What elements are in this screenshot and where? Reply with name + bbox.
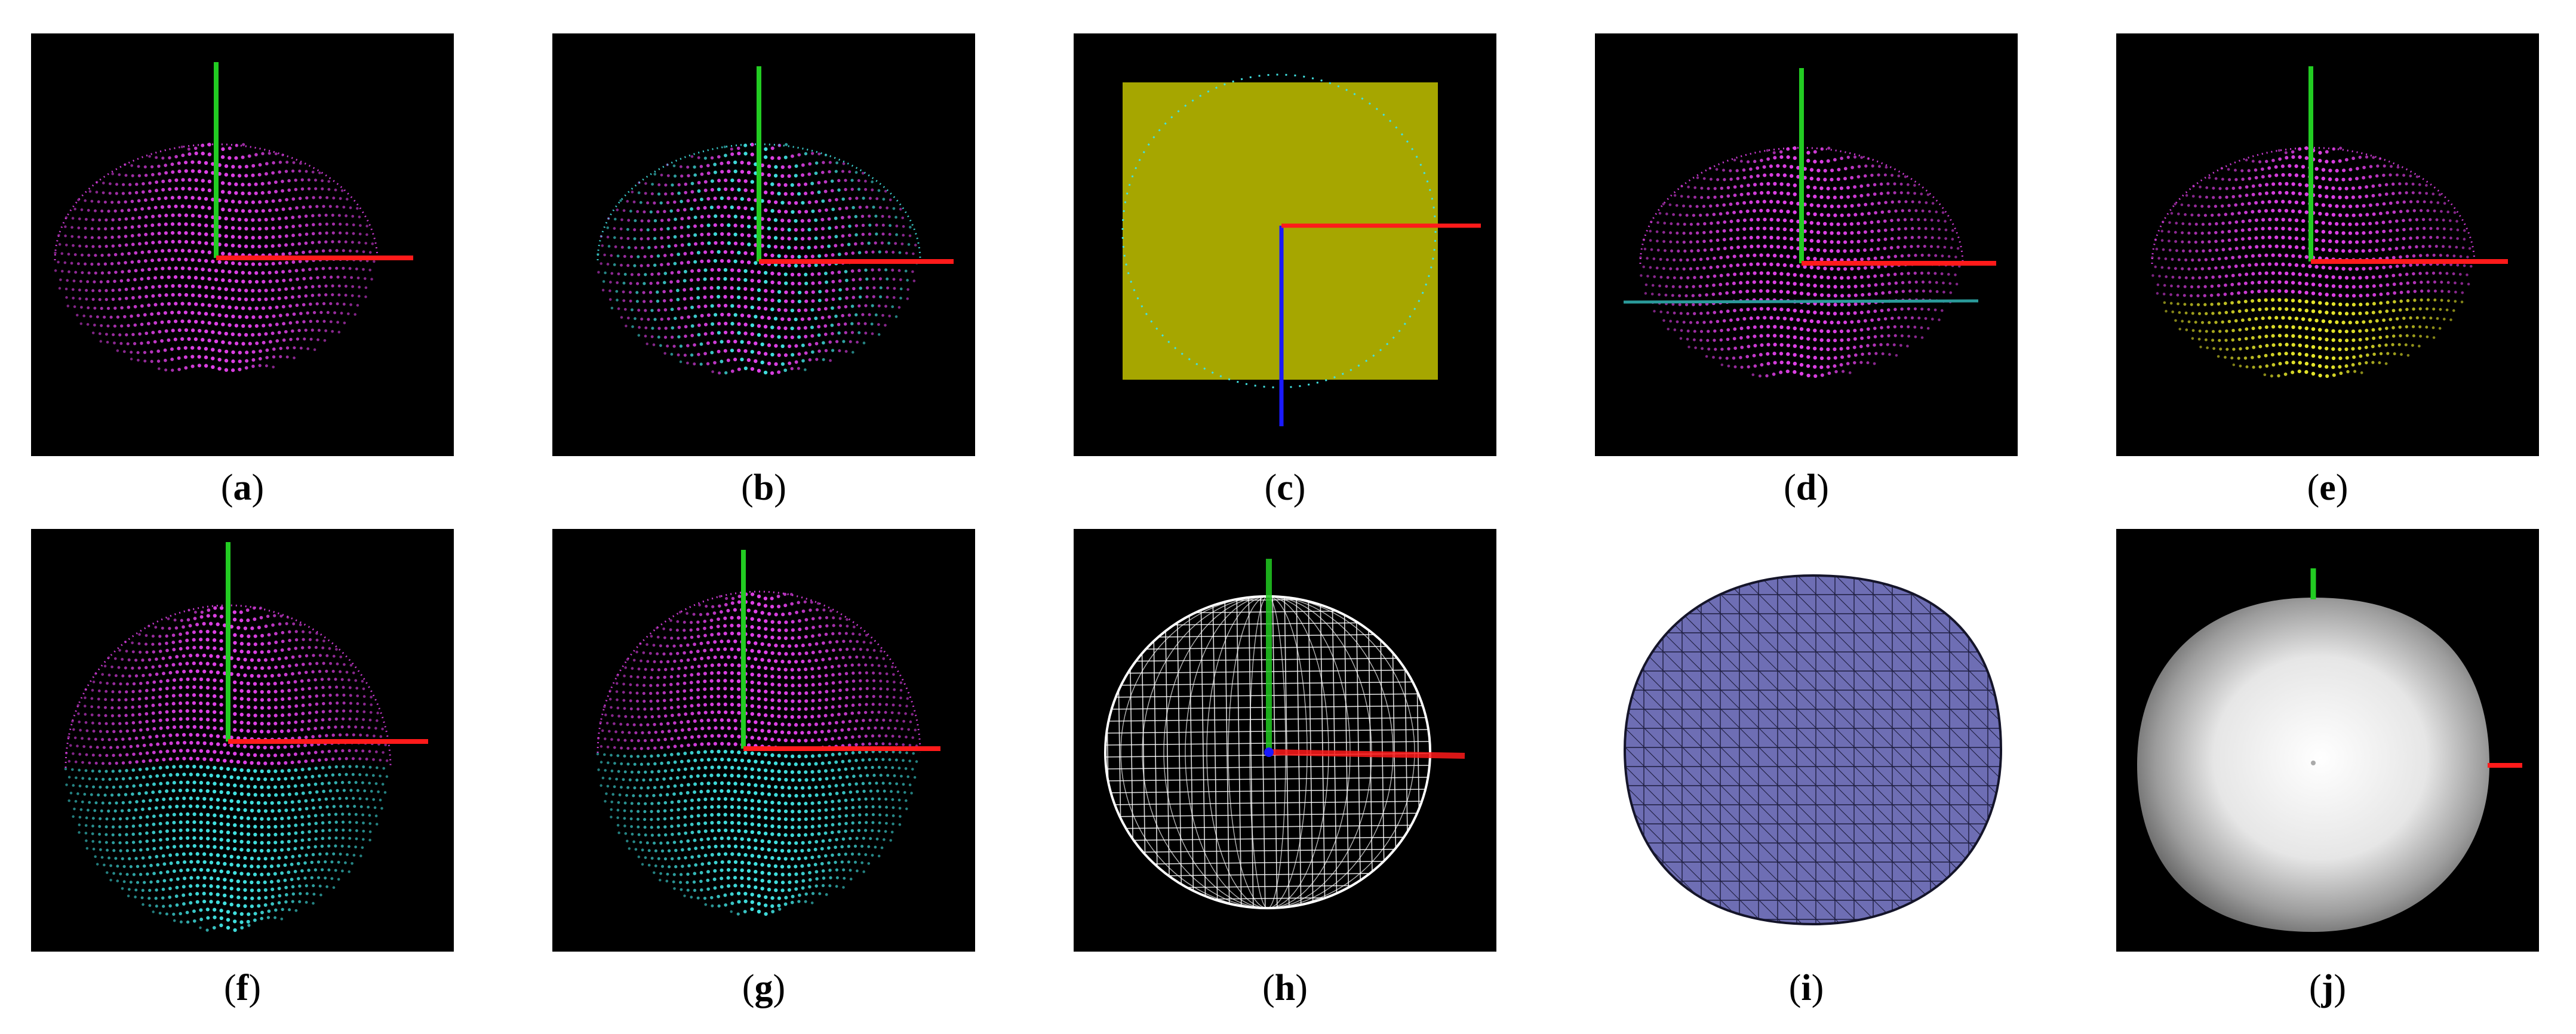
caption-d: (d) bbox=[1784, 467, 1829, 508]
caption-b: (b) bbox=[741, 467, 786, 508]
caption-e: (e) bbox=[2307, 467, 2348, 508]
coordinate-axes bbox=[757, 66, 954, 264]
panel-e bbox=[2116, 33, 2539, 456]
origin-marker bbox=[1264, 747, 1274, 757]
panel-d bbox=[1595, 33, 2018, 456]
caption-c: (c) bbox=[1264, 467, 1306, 508]
caption-h: (h) bbox=[1262, 968, 1308, 1008]
panel-a bbox=[31, 33, 454, 456]
projection-plane bbox=[1121, 73, 1481, 426]
coordinate-axes bbox=[1799, 68, 1996, 266]
panel-h bbox=[1074, 529, 1496, 952]
coordinate-axes bbox=[226, 542, 428, 744]
sphere-point-cloud bbox=[64, 542, 428, 933]
cut-line bbox=[1623, 299, 1979, 304]
point-cloud bbox=[597, 143, 921, 376]
caption-j: (j) bbox=[2309, 968, 2346, 1008]
dome-point-cloud-mixed bbox=[597, 66, 954, 376]
center-marker bbox=[2311, 761, 2316, 765]
coordinate-axes bbox=[2310, 568, 2522, 768]
sphere-point-cloud bbox=[596, 550, 940, 916]
point-cloud bbox=[54, 143, 379, 373]
dome-point-cloud-cut bbox=[1623, 68, 1996, 378]
coordinate-axes bbox=[1279, 223, 1481, 426]
caption-f: (f) bbox=[224, 968, 261, 1008]
triangle-mesh bbox=[1623, 574, 2003, 926]
caption-g: (g) bbox=[742, 968, 786, 1008]
coordinate-axes bbox=[1264, 559, 1465, 759]
panel-b bbox=[552, 33, 975, 456]
panel-i bbox=[1595, 529, 2018, 952]
mesh-outline bbox=[1623, 574, 2003, 926]
caption-i: (i) bbox=[1788, 968, 1824, 1008]
panel-g bbox=[552, 529, 975, 952]
x-axis bbox=[1268, 749, 1465, 759]
point-cloud bbox=[2151, 146, 2476, 378]
shaded-surface bbox=[2137, 568, 2522, 932]
coordinate-axes bbox=[214, 62, 413, 260]
point-cloud bbox=[596, 590, 921, 916]
caption-a: (a) bbox=[220, 467, 265, 508]
point-cloud bbox=[1639, 146, 1964, 378]
coordinate-axes bbox=[741, 550, 940, 751]
wireframe-sphere bbox=[1104, 559, 1465, 910]
panel-j bbox=[2116, 529, 2539, 952]
projected-circle bbox=[1121, 73, 1437, 389]
dome-point-cloud-yellow-base bbox=[2151, 66, 2508, 378]
dome-point-cloud bbox=[54, 62, 413, 373]
coordinate-axes bbox=[2308, 66, 2508, 264]
panel-c bbox=[1074, 33, 1496, 456]
panel-f bbox=[31, 529, 454, 952]
mesh-surface bbox=[1625, 576, 2001, 924]
